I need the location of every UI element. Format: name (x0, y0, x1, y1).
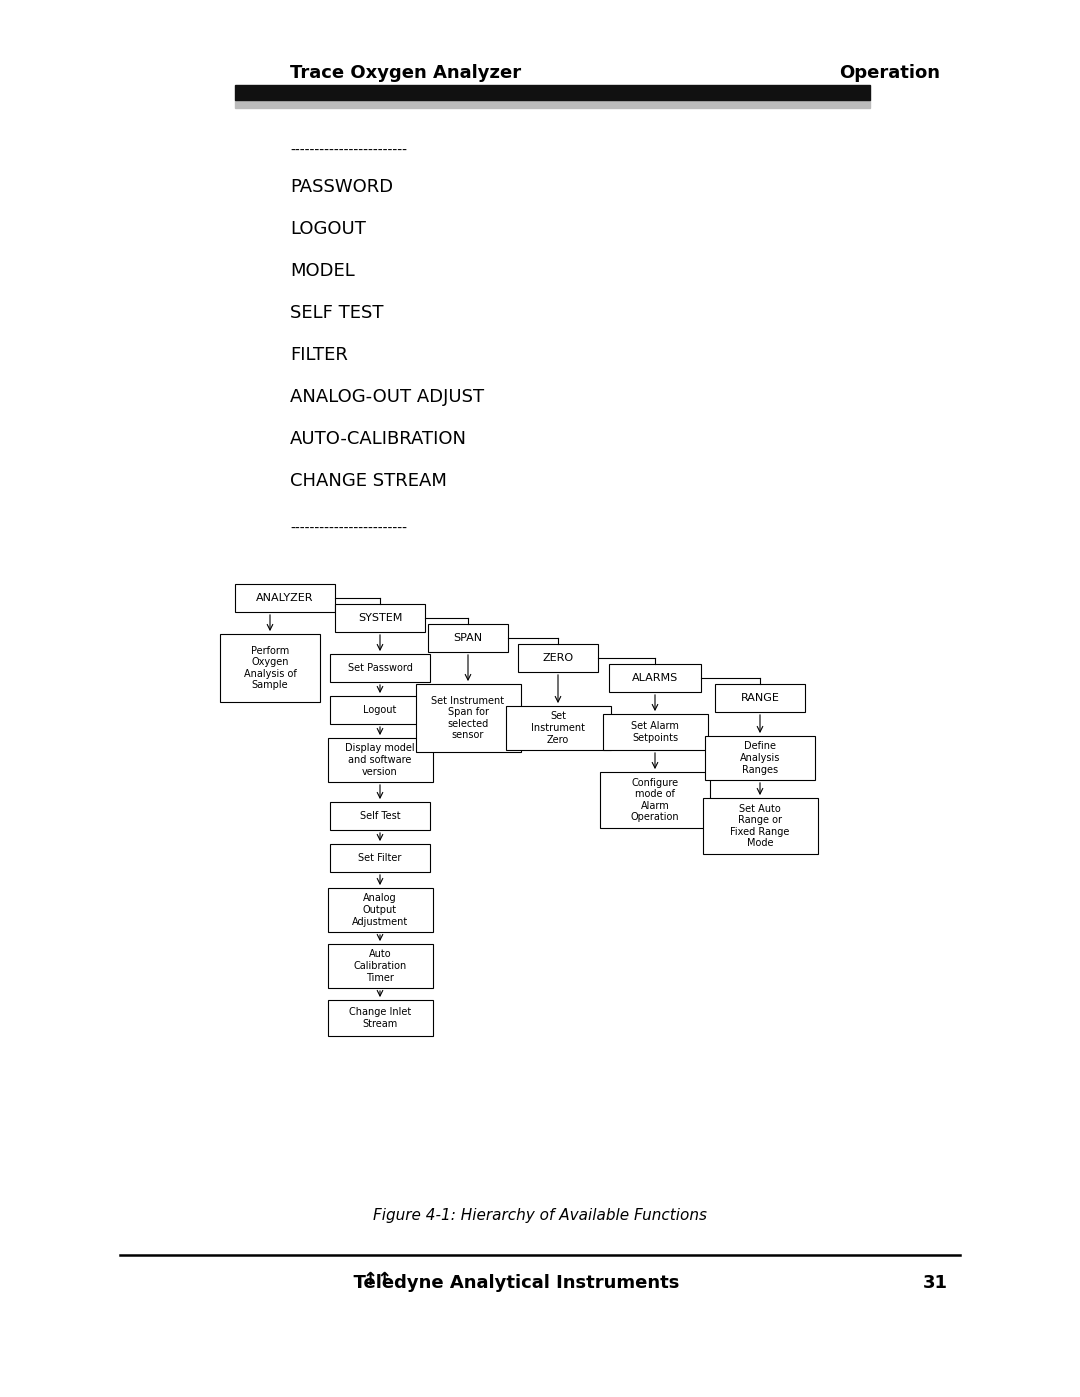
Text: ------------------------: ------------------------ (291, 144, 407, 158)
Text: Self Test: Self Test (360, 812, 401, 821)
Bar (235, 85, 870, 101)
Bar (600, 773, 710, 828)
Bar (416, 685, 521, 752)
Bar (327, 1000, 432, 1037)
Bar (518, 644, 598, 672)
Text: PASSWORD: PASSWORD (291, 177, 393, 196)
Text: Define
Analysis
Ranges: Define Analysis Ranges (740, 742, 780, 774)
Text: Perform
Oxygen
Analysis of
Sample: Perform Oxygen Analysis of Sample (244, 645, 296, 690)
Text: Set
Instrument
Zero: Set Instrument Zero (531, 711, 585, 745)
Bar (603, 714, 707, 750)
Text: Change Inlet
Stream: Change Inlet Stream (349, 1007, 411, 1028)
Bar (235, 584, 335, 612)
Text: ANALOG-OUT ADJUST: ANALOG-OUT ADJUST (291, 388, 484, 407)
Bar (327, 888, 432, 932)
Bar (428, 624, 508, 652)
Text: Set Auto
Range or
Fixed Range
Mode: Set Auto Range or Fixed Range Mode (730, 803, 789, 848)
Text: 31: 31 (922, 1274, 947, 1292)
Text: ANALYZER: ANALYZER (256, 592, 314, 604)
Text: LOGOUT: LOGOUT (291, 219, 366, 237)
Bar (235, 101, 870, 108)
Text: Analog
Output
Adjustment: Analog Output Adjustment (352, 894, 408, 926)
Bar (330, 802, 430, 830)
Bar (715, 685, 805, 712)
Text: Auto
Calibration
Timer: Auto Calibration Timer (353, 950, 407, 982)
Text: Operation: Operation (839, 64, 940, 82)
Text: SELF TEST: SELF TEST (291, 305, 383, 321)
Text: Set Filter: Set Filter (359, 854, 402, 863)
Text: AUTO-CALIBRATION: AUTO-CALIBRATION (291, 430, 467, 448)
Bar (702, 798, 818, 854)
Bar (335, 604, 426, 631)
Text: Trace Oxygen Analyzer: Trace Oxygen Analyzer (291, 64, 522, 82)
Text: ZERO: ZERO (542, 652, 573, 664)
Text: MODEL: MODEL (291, 263, 354, 279)
Text: Set Alarm
Setpoints: Set Alarm Setpoints (631, 721, 679, 743)
Text: Configure
mode of
Alarm
Operation: Configure mode of Alarm Operation (631, 778, 679, 823)
Bar (330, 844, 430, 872)
Text: SYSTEM: SYSTEM (357, 613, 402, 623)
Bar (330, 654, 430, 682)
Bar (705, 736, 815, 780)
Bar (327, 738, 432, 782)
Text: Teledyne Analytical Instruments: Teledyne Analytical Instruments (341, 1274, 679, 1292)
Text: FILTER: FILTER (291, 346, 348, 365)
Bar (220, 634, 320, 703)
Text: RANGE: RANGE (741, 693, 780, 703)
Text: SPAN: SPAN (454, 633, 483, 643)
Bar (609, 664, 701, 692)
Text: ↑↑: ↑↑ (363, 1271, 393, 1289)
Bar (327, 944, 432, 988)
Bar (330, 696, 430, 724)
Text: CHANGE STREAM: CHANGE STREAM (291, 472, 447, 490)
Text: Display model
and software
version: Display model and software version (346, 743, 415, 777)
Text: Set Instrument
Span for
selected
sensor: Set Instrument Span for selected sensor (431, 696, 504, 740)
Text: Set Password: Set Password (348, 664, 413, 673)
Text: Figure 4-1: Hierarchy of Available Functions: Figure 4-1: Hierarchy of Available Funct… (373, 1208, 707, 1222)
Bar (505, 705, 610, 750)
Text: ------------------------: ------------------------ (291, 522, 407, 536)
Text: Logout: Logout (363, 705, 396, 715)
Text: ALARMS: ALARMS (632, 673, 678, 683)
